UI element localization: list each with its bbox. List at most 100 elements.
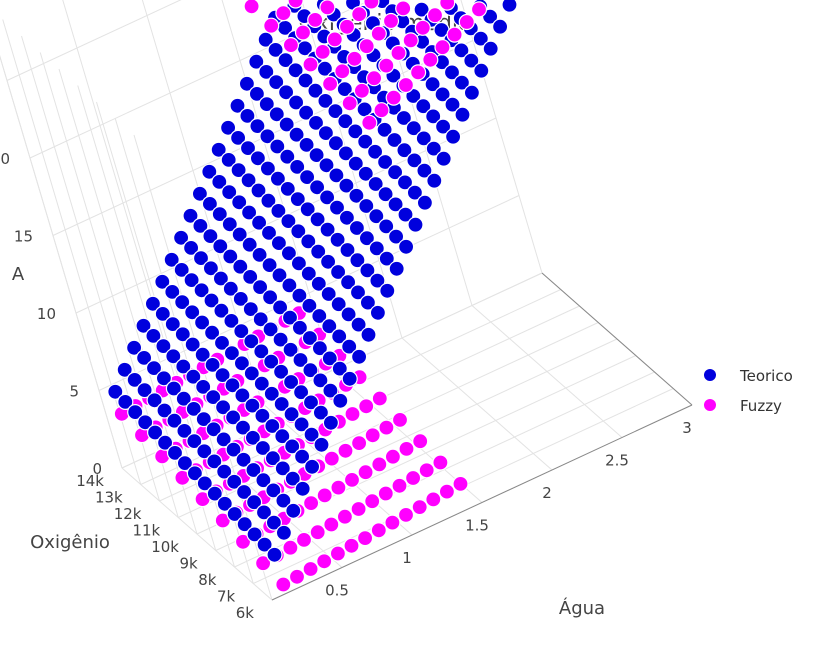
data-point-teorico (312, 404, 329, 421)
data-point-teorico (205, 389, 222, 406)
data-point-teorico (387, 164, 404, 181)
data-point-teorico (398, 238, 415, 255)
data-point-teorico (223, 312, 240, 329)
data-point-teorico (359, 294, 376, 311)
data-point-fuzzy (370, 522, 387, 539)
data-point-teorico (192, 217, 209, 234)
data-point-teorico (341, 338, 358, 355)
data-point-teorico (300, 265, 317, 282)
data-point-fuzzy (412, 433, 429, 450)
data-point-teorico (210, 141, 227, 158)
legend-marker-fuzzy (704, 399, 716, 411)
data-point-teorico (243, 365, 260, 382)
data-point-teorico (336, 80, 353, 98)
data-point-teorico (387, 196, 404, 213)
data-point-teorico (453, 42, 470, 59)
data-point-fuzzy (287, 0, 304, 9)
grid-line-z (0, 0, 404, 3)
data-point-teorico (145, 327, 162, 344)
data-point-teorico (350, 316, 367, 333)
data-point-teorico (175, 358, 192, 375)
data-point-teorico (367, 175, 384, 193)
data-point-teorico (184, 336, 201, 353)
data-point-teorico (211, 206, 228, 223)
data-point-teorico (144, 295, 161, 312)
grid-line-x (380, 0, 473, 306)
legend-item-teorico[interactable]: Teorico (704, 367, 793, 385)
data-point-fuzzy (377, 485, 394, 502)
data-point-teorico (416, 162, 433, 179)
data-point-teorico (165, 348, 182, 365)
y-tick-label: 13k (95, 489, 123, 507)
data-point-teorico (357, 133, 374, 150)
data-point-teorico (252, 279, 269, 296)
data-point-teorico (288, 94, 305, 111)
data-point-teorico (251, 214, 268, 231)
data-point-teorico (416, 194, 433, 211)
data-point-teorico (287, 62, 304, 79)
data-point-teorico (269, 170, 286, 187)
data-point-teorico (185, 400, 202, 417)
y-tick-label: 7k (217, 588, 236, 606)
y-tick-label: 12k (114, 505, 142, 523)
data-point-teorico (284, 470, 301, 487)
data-point-teorico (297, 72, 314, 89)
data-point-fuzzy (341, 95, 358, 112)
data-point-fuzzy (382, 12, 400, 30)
data-point-teorico (301, 329, 318, 347)
data-point-teorico (277, 51, 294, 69)
legend[interactable]: Teorico Fuzzy (704, 367, 793, 415)
data-point-teorico (310, 243, 327, 260)
data-point-teorico (328, 167, 345, 184)
y-tick-label: 14k (76, 472, 104, 490)
data-point-teorico (282, 341, 299, 358)
data-point-teorico (176, 422, 193, 439)
legend-item-fuzzy[interactable]: Fuzzy (704, 397, 782, 415)
data-point-teorico (249, 117, 266, 135)
z-tick-label: 5 (69, 383, 79, 401)
data-point-teorico (274, 428, 291, 445)
data-point-teorico (351, 348, 368, 365)
data-point-teorico (308, 147, 325, 164)
data-point-fuzzy (314, 43, 331, 61)
data-point-teorico (213, 334, 231, 351)
data-point-teorico (307, 82, 324, 99)
x-axis-label: Água (559, 597, 605, 619)
data-point-fuzzy (326, 31, 343, 48)
data-point-teorico (211, 173, 228, 190)
data-point-teorico (285, 502, 302, 519)
data-point-teorico (388, 228, 405, 245)
data-point-fuzzy (378, 57, 395, 74)
data-point-teorico (396, 142, 413, 159)
data-point-teorico (246, 494, 263, 511)
points-layer (107, 0, 518, 593)
data-point-teorico (298, 104, 315, 121)
data-point-teorico (226, 473, 243, 490)
data-point-teorico (235, 451, 252, 468)
data-point-teorico (406, 152, 423, 169)
data-point-teorico (303, 426, 320, 443)
data-point-teorico (349, 252, 366, 269)
data-point-teorico (156, 402, 173, 419)
data-point-teorico (453, 74, 470, 91)
data-point-teorico (298, 136, 315, 153)
data-point-teorico (348, 187, 365, 204)
data-point-teorico (232, 290, 249, 307)
data-point-fuzzy (470, 1, 488, 18)
data-point-teorico (231, 226, 248, 243)
data-point-fuzzy (411, 499, 428, 516)
y-tick-label: 11k (132, 522, 160, 540)
data-point-fuzzy (255, 555, 272, 572)
grid-line-y (0, 55, 123, 469)
data-point-teorico (294, 480, 311, 497)
data-point-teorico (220, 151, 237, 168)
data-point-teorico (259, 160, 276, 177)
data-point-teorico (288, 126, 305, 143)
data-point-teorico (302, 362, 319, 379)
data-point-fuzzy (295, 531, 313, 549)
data-point-teorico (254, 439, 271, 457)
data-point-teorico (195, 411, 212, 428)
data-point-teorico (322, 414, 339, 431)
data-point-fuzzy (323, 450, 340, 467)
